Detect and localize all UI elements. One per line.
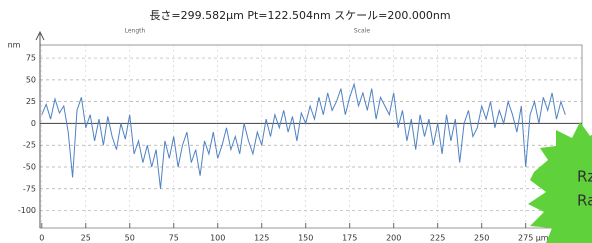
chart: 長さ=299.582μm Pt=122.504nm スケール=200.000nm… bbox=[0, 0, 592, 243]
y-tick-label: -100 bbox=[18, 206, 36, 215]
y-tick-label: 25 bbox=[26, 97, 36, 106]
y-tick-label: 0 bbox=[31, 119, 36, 128]
x-tick-label: 275 bbox=[518, 234, 533, 243]
x-tick-label: 100 bbox=[210, 234, 225, 243]
y-tick-label: 50 bbox=[26, 75, 36, 84]
x-tick-label: 50 bbox=[125, 234, 135, 243]
x-tick-label: 200 bbox=[386, 234, 401, 243]
y-tick-label: 75 bbox=[26, 54, 36, 63]
annotation: Rz bbox=[577, 168, 592, 186]
annotation: Ra bbox=[577, 192, 592, 210]
x-tick-label: 225 bbox=[430, 234, 445, 243]
x-tick-label: 250 bbox=[474, 234, 489, 243]
x-tick-label: 175 bbox=[342, 234, 357, 243]
x-tick-label: 0 bbox=[39, 234, 44, 243]
x-tick-label: 75 bbox=[169, 234, 179, 243]
chart-title: 長さ=299.582μm Pt=122.504nm スケール=200.000nm bbox=[149, 9, 450, 22]
y-axis-label: nm bbox=[8, 41, 21, 50]
profile-line bbox=[42, 84, 566, 189]
subtitle: Length bbox=[125, 28, 146, 35]
y-tick-label: -50 bbox=[23, 163, 36, 172]
x-tick-label: 125 bbox=[254, 234, 269, 243]
x-tick-label: 150 bbox=[298, 234, 313, 243]
x-tick-label: 25 bbox=[81, 234, 91, 243]
plot-frame bbox=[40, 45, 582, 228]
y-tick-label: -25 bbox=[23, 141, 36, 150]
y-tick-label: -75 bbox=[23, 184, 36, 193]
subtitle: Scale bbox=[354, 28, 370, 35]
